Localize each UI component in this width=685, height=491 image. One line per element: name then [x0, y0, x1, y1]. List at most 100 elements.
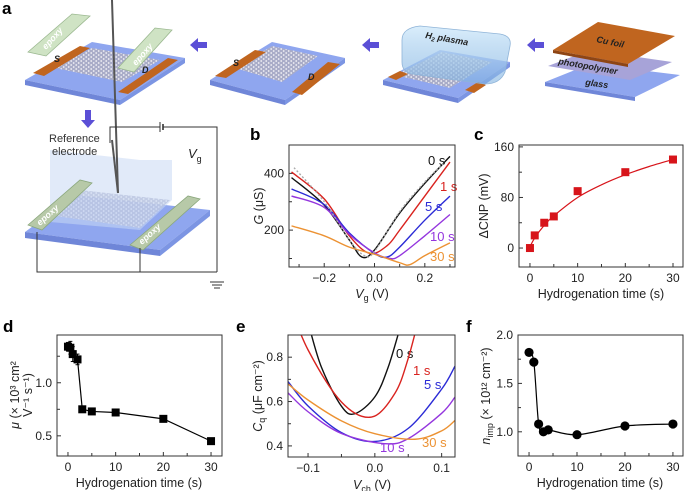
substrate-edge	[25, 80, 120, 105]
series-line-1s	[300, 335, 416, 418]
data-point	[530, 231, 539, 240]
connecting-line	[528, 352, 673, 436]
data-point	[73, 355, 82, 364]
x-tick-label: 0	[65, 460, 72, 474]
data-point	[87, 407, 96, 416]
arrow-left-icon	[362, 38, 379, 52]
epoxy-strip	[129, 195, 201, 251]
y-axis-label: G (μS)	[252, 187, 266, 224]
drain-label: D	[142, 65, 149, 75]
source-electrode	[33, 46, 90, 76]
source-label: S	[54, 54, 60, 64]
curve-label-10s: 10 s	[430, 229, 455, 244]
y-tick-label: 2.0	[496, 328, 513, 342]
drain-electrode	[292, 62, 340, 95]
data-point	[549, 212, 558, 221]
y-axis-label: nimp (× 10¹² cm⁻²)	[479, 347, 495, 444]
plot-area	[63, 340, 216, 446]
x-tick-label: 0.2	[416, 271, 433, 285]
x-tick-label: −0.2	[312, 271, 336, 285]
curve-label-1s: 1 s	[440, 179, 458, 194]
plot-area	[288, 335, 455, 445]
epoxy-strip	[27, 179, 93, 231]
curve-label-5s: 5 s	[425, 199, 443, 214]
plot-area	[524, 347, 678, 440]
source-electrode	[215, 50, 266, 78]
cu-foil-edge	[553, 50, 628, 67]
data-point	[525, 244, 534, 253]
series-line-30s	[291, 225, 451, 266]
x-axis-label: Hydrogenation time (s)	[76, 476, 202, 490]
plot-area	[291, 155, 451, 266]
plot-frame	[288, 144, 456, 268]
electrolyte	[50, 150, 172, 230]
curve-label-0s: 0 s	[396, 346, 414, 361]
y-tick-label: 200	[264, 223, 284, 237]
plot-area	[525, 155, 677, 253]
x-tick-label: 10	[571, 271, 585, 285]
epoxy-strip	[117, 27, 173, 73]
electrode	[465, 82, 486, 93]
panel-letter-a: a	[2, 0, 12, 18]
data-point	[668, 155, 677, 164]
panel-letter-c: c	[474, 125, 483, 144]
substrate-edge	[210, 80, 285, 105]
y-axis-label: Cq (μF cm⁻²)	[251, 360, 267, 432]
glass-label: glass	[584, 77, 609, 90]
substrate-edge	[25, 232, 160, 256]
device-graphene-electrodes: S D	[210, 42, 345, 105]
data-point	[207, 437, 216, 446]
x-tick-label: 0.0	[366, 271, 383, 285]
substrate-edge	[383, 80, 458, 103]
panel-f-impurity-density-chart: f nimp (× 10¹² cm⁻²) Hydrogenation time …	[466, 317, 684, 490]
gate-voltage-label: Vg	[188, 146, 202, 164]
curve-label-5s: 5 s	[424, 377, 442, 392]
device-with-epoxy: S D epoxy epoxy	[25, 13, 185, 105]
reference-electrode-label: electrode	[52, 146, 97, 158]
reference-electrode-label: Reference	[49, 133, 100, 145]
data-point	[159, 414, 168, 423]
plot-frame	[56, 334, 223, 457]
arrow-left-icon	[527, 38, 544, 52]
connecting-line	[67, 346, 212, 442]
fit-line	[529, 158, 674, 248]
data-point	[572, 430, 582, 440]
y-tick-label: 1.0	[496, 425, 513, 439]
panel-a-schematic: a S D epoxy epoxy S D	[2, 0, 680, 289]
x-tick-label: 20	[157, 460, 171, 474]
substrate-edge	[545, 82, 635, 101]
series-line-10s	[288, 392, 455, 445]
ground-icon	[210, 281, 224, 289]
series-line-reference	[293, 161, 446, 258]
data-point	[543, 425, 553, 435]
y-tick-label: 80	[501, 190, 515, 204]
layer-stack: Cu foil photopolymer glass	[545, 22, 680, 101]
panel-letter-d: d	[3, 317, 13, 336]
source-label: S	[233, 58, 239, 68]
x-axis-label: Vch (V)	[353, 478, 391, 491]
data-point	[573, 187, 582, 196]
panel-letter-e: e	[236, 317, 245, 336]
arrow-left-icon	[190, 38, 207, 52]
y-tick-label: 0.6	[266, 395, 283, 409]
x-tick-label: 0	[527, 271, 534, 285]
circuit-wire	[163, 126, 218, 272]
data-point	[668, 419, 678, 429]
drain-electrode	[118, 58, 178, 94]
panel-c-cnp-shift-chart: c ΔCNP (mV) Hydrogenation time (s) 0 10 20…	[474, 125, 684, 301]
y-axis-label-line2: V⁻¹ s⁻¹)	[21, 373, 35, 417]
y-tick-label: 0.4	[266, 439, 283, 453]
x-axis-label: Hydrogenation time (s)	[537, 476, 663, 490]
x-tick-label: 0.0	[366, 461, 383, 475]
x-tick-label: 30	[204, 460, 218, 474]
panel-letter-b: b	[250, 125, 260, 144]
plot-frame	[518, 144, 684, 268]
panel-b-conductance-chart: b G (μS) Vg (V) 0 s 1 s 5 s 10 s 30 s −0…	[250, 125, 458, 303]
series-line-30s	[288, 383, 455, 440]
y-tick-label: 1.0	[35, 376, 52, 390]
device-h2-plasma: H2 plasma	[383, 25, 511, 103]
panel-letter-f: f	[466, 317, 472, 336]
x-tick-label: 30	[666, 460, 680, 474]
data-point	[540, 218, 549, 227]
